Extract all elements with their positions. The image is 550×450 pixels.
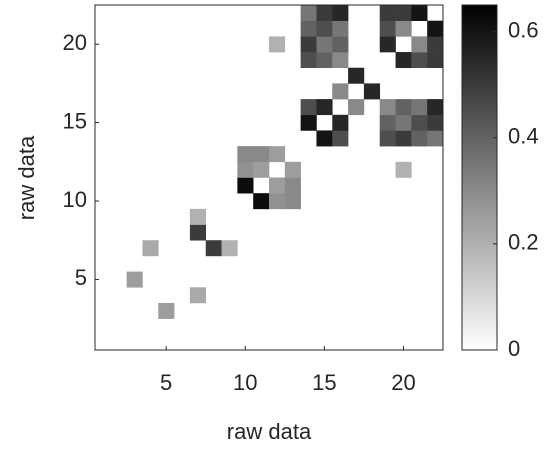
- heatmap-cell: [348, 67, 365, 84]
- x-tick-label: 20: [391, 370, 415, 395]
- heatmap-cell: [411, 5, 428, 21]
- colorbar-tick-label: 0.2: [508, 230, 539, 255]
- heatmap-cell: [427, 36, 444, 53]
- x-axis-label: raw data: [227, 419, 312, 444]
- heatmap-cell: [237, 177, 254, 194]
- heatmap-cell: [221, 240, 238, 257]
- y-tick-label: 15: [63, 108, 87, 133]
- heatmap-cell: [379, 20, 396, 37]
- heatmap-cell: [300, 20, 317, 37]
- heatmap-cell: [332, 36, 349, 53]
- heatmap-cell: [269, 146, 286, 163]
- heatmap-cell: [269, 177, 286, 194]
- heatmap-cell: [253, 146, 270, 163]
- heatmap-cell: [395, 130, 412, 147]
- heatmap-cell: [205, 240, 222, 257]
- heatmap-cell: [300, 52, 317, 69]
- colorbar-tick-label: 0.4: [508, 124, 539, 149]
- heatmap-cell: [142, 240, 159, 257]
- heatmap-cell: [300, 5, 317, 21]
- x-tick-label: 10: [233, 370, 257, 395]
- heatmap-cell: [189, 287, 207, 304]
- y-axis-label: raw data: [14, 135, 39, 220]
- heatmap-cell: [395, 52, 412, 69]
- heatmap-cell: [332, 83, 349, 100]
- heatmap-cell: [395, 99, 412, 116]
- heatmap-cell: [237, 146, 254, 163]
- y-tick-label: 5: [75, 265, 87, 290]
- colorbar: [461, 4, 498, 351]
- heatmap-cell: [427, 99, 444, 116]
- x-tick-label: 15: [312, 370, 336, 395]
- heatmap-cell: [316, 99, 333, 116]
- heatmap-cell: [158, 302, 175, 319]
- heatmap-cell: [284, 193, 301, 210]
- heatmap-cell: [126, 271, 143, 288]
- heatmap-cell: [316, 20, 333, 37]
- heatmap-cell: [395, 5, 412, 21]
- heatmap-cell: [269, 36, 286, 53]
- colorbar-tick-label: 0.6: [508, 17, 539, 42]
- heatmap-cell: [379, 36, 396, 53]
- heatmap-cell: [316, 36, 333, 53]
- heatmap-cell: [332, 114, 349, 131]
- heatmap-cell: [411, 52, 428, 69]
- heatmap-cell: [253, 193, 270, 210]
- heatmap-cell: [269, 193, 286, 210]
- heatmap-cell: [411, 130, 428, 147]
- heatmap-cell: [284, 177, 301, 194]
- heatmap-cell: [332, 5, 349, 21]
- heatmap-cell: [316, 5, 333, 21]
- heatmap-cell: [427, 130, 444, 147]
- heatmap-cell: [332, 52, 349, 69]
- heatmap-cell: [300, 99, 317, 116]
- heatmap-cell: [395, 114, 412, 131]
- heatmap-cell: [395, 20, 412, 37]
- plot-frame: [94, 4, 444, 351]
- heatmap-cell: [379, 130, 396, 147]
- heatmap-cell: [411, 99, 428, 116]
- heatmap-cell: [332, 20, 349, 37]
- y-tick-label: 10: [63, 187, 87, 212]
- heatmap-cell: [189, 224, 207, 241]
- heatmap-cell: [379, 114, 396, 131]
- heatmap-cell: [427, 114, 444, 131]
- heatmap-cell: [363, 83, 381, 100]
- x-tick-label: 5: [160, 370, 172, 395]
- heatmap-cell: [332, 130, 349, 147]
- heatmap-cell: [253, 161, 270, 178]
- heatmap-cell: [379, 5, 396, 21]
- y-tick-label: 20: [63, 30, 87, 55]
- heatmap-cell: [427, 20, 444, 37]
- heatmap-cell: [189, 208, 207, 225]
- heatmap-cell: [316, 52, 333, 69]
- heatmap-cell: [348, 99, 365, 116]
- heatmap-cell: [411, 114, 428, 131]
- heatmap-cell: [284, 161, 301, 178]
- heatmap-cell: [316, 130, 333, 147]
- heatmap-cell: [427, 52, 444, 69]
- heatmap-cells: [126, 5, 444, 319]
- heatmap-cell: [379, 99, 396, 116]
- heatmap-cell: [237, 161, 254, 178]
- heatmap-cell: [300, 114, 317, 131]
- heatmap-cell: [395, 161, 412, 178]
- heatmap-cell: [411, 36, 428, 53]
- heatmap-cell: [300, 36, 317, 53]
- colorbar-tick-label: 0: [508, 336, 520, 361]
